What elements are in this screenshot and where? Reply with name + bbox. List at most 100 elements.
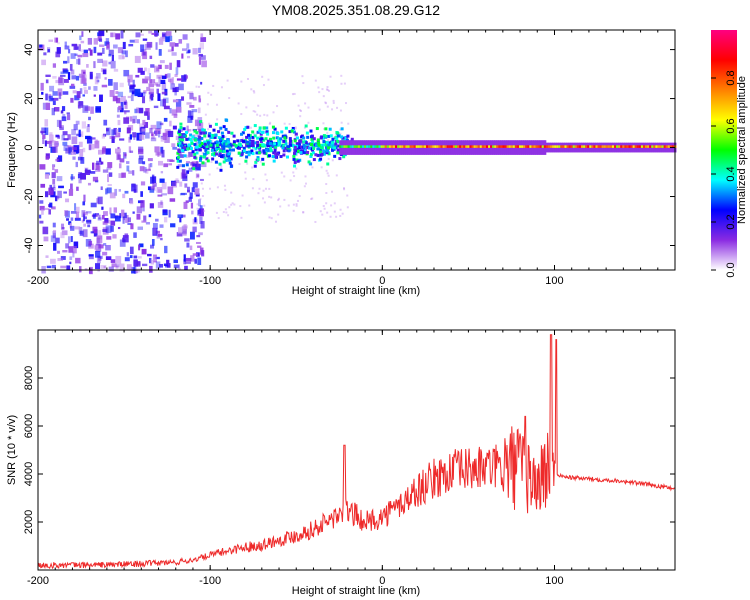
heatmap-cell [61, 106, 66, 112]
heatmap-cell [97, 149, 104, 155]
heatmap-cell [247, 133, 251, 137]
heatmap-cell [68, 49, 71, 54]
heatmap-cell [525, 145, 528, 148]
heatmap-cell [450, 145, 454, 148]
heatmap-cell [96, 237, 100, 246]
colorbar-ticks: 0.00.20.40.60.8 [711, 70, 737, 278]
heatmap-cell [296, 199, 299, 202]
heatmap-cell [329, 134, 333, 138]
heatmap-cell [70, 217, 74, 221]
heatmap-cell [274, 155, 278, 159]
heatmap-cell [562, 145, 565, 148]
heatmap-cell [314, 220, 317, 223]
heatmap-cell [160, 36, 166, 42]
heatmap-cell [158, 160, 164, 166]
heatmap-cell [102, 211, 108, 216]
heatmap-cell [159, 224, 164, 228]
heatmap-cell [317, 86, 320, 89]
heatmap-cell [166, 259, 170, 264]
heatmap-cell [189, 93, 194, 100]
heatmap-cell [199, 131, 203, 135]
heatmap-cell [225, 149, 229, 153]
heatmap-cell [312, 147, 316, 151]
heatmap-cell [321, 136, 325, 140]
heatmap-cell [68, 188, 74, 196]
heatmap-cell [282, 139, 286, 143]
heatmap-cell [335, 174, 338, 177]
heatmap-cell [310, 134, 314, 138]
heatmap-cell [197, 117, 203, 123]
heatmap-cell [172, 87, 177, 93]
heatmap-cell [378, 145, 382, 148]
heatmap-cell [106, 44, 110, 49]
heatmap-cell [202, 128, 206, 132]
heatmap-cell [339, 214, 342, 217]
heatmap-cell [177, 150, 181, 154]
heatmap-cell [331, 144, 335, 148]
heatmap-cell [287, 149, 291, 153]
heatmap-cell [119, 158, 125, 163]
heatmap-cell [119, 82, 124, 88]
heatmap-cell [122, 235, 129, 243]
heatmap-cell [160, 237, 163, 241]
heatmap-cell [319, 210, 322, 213]
heatmap-cell [266, 142, 270, 146]
heatmap-cell [187, 186, 190, 192]
heatmap-cell [659, 145, 663, 148]
heatmap-cell [190, 255, 195, 262]
heatmap-cell [198, 95, 201, 101]
heatmap-cell [113, 44, 118, 49]
heatmap-cell [200, 55, 206, 60]
heatmap-cell [599, 145, 603, 148]
heatmap-cell [271, 125, 275, 129]
heatmap-cell [632, 145, 636, 148]
heatmap-cell [614, 145, 617, 148]
heatmap-cell [201, 128, 205, 132]
heatmap-cell [108, 49, 114, 56]
heatmap-cell [583, 145, 586, 148]
heatmap-cell [661, 145, 665, 148]
heatmap-cell [284, 133, 287, 136]
heatmap-cell [337, 140, 341, 144]
heatmap-cell [89, 49, 93, 56]
heatmap-cell [241, 137, 244, 140]
heatmap-cell [78, 141, 83, 148]
heatmap-cell [96, 72, 101, 79]
heatmap-cell [189, 104, 195, 108]
heatmap-cell [51, 206, 56, 210]
heatmap-cell [184, 130, 188, 134]
heatmap-cell [107, 184, 112, 187]
heatmap-cell [224, 135, 227, 138]
heatmap-cell [117, 146, 120, 149]
heatmap-cell [157, 194, 163, 197]
heatmap-cell [123, 101, 127, 105]
heatmap-cell [162, 33, 166, 38]
heatmap-cell [286, 145, 290, 149]
heatmap-cell [310, 147, 314, 151]
heatmap-cell [43, 52, 47, 56]
heatmap-cell [287, 204, 290, 207]
heatmap-cell [254, 160, 258, 164]
heatmap-cell [251, 152, 255, 156]
heatmap-cell [293, 175, 296, 178]
heatmap-cell [99, 255, 103, 259]
heatmap-cell [76, 91, 81, 99]
heatmap-cell [304, 175, 307, 178]
heatmap-cell [215, 152, 219, 156]
heatmap-cell [280, 135, 283, 138]
heatmap-cell [527, 145, 530, 148]
heatmap-cell [157, 93, 161, 101]
heatmap-cell [228, 206, 231, 209]
heatmap-cell [42, 137, 45, 145]
heatmap-cell [428, 145, 431, 148]
heatmap-cell [103, 243, 107, 246]
heatmap-cell [105, 225, 112, 234]
heatmap-cell [182, 146, 186, 150]
heatmap-cell [138, 107, 144, 114]
heatmap-cell [187, 115, 193, 123]
heatmap-cell [259, 160, 262, 163]
heatmap-cell [99, 94, 103, 102]
heatmap-cell [564, 145, 567, 148]
heatmap-cell [58, 77, 65, 86]
heatmap-cell [283, 136, 287, 140]
